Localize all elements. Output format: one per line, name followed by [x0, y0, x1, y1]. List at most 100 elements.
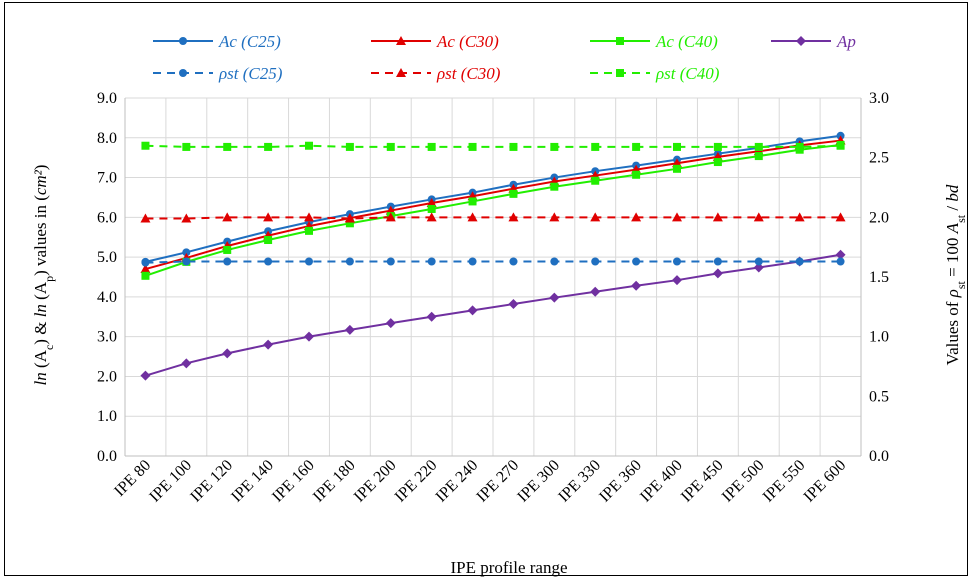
series-line [145, 139, 841, 271]
data-point [590, 286, 601, 297]
data-point [385, 318, 396, 329]
data-point [426, 198, 437, 208]
data-point [508, 212, 519, 222]
data-point [467, 212, 478, 222]
data-point [550, 182, 559, 191]
x-tick-label: IPE 550 [760, 457, 809, 506]
legend-item: Ac (C25) [153, 32, 281, 51]
series-layer [140, 131, 846, 381]
data-point [222, 212, 233, 222]
y-left-tick-label: 5.0 [97, 249, 117, 266]
data-point [509, 189, 518, 198]
axis-title-part: / [943, 202, 962, 215]
x-tick-label: IPE 220 [392, 457, 441, 506]
x-tick-label: IPE 600 [801, 457, 850, 506]
data-point [795, 142, 804, 151]
data-point [141, 141, 150, 150]
data-point [754, 142, 763, 151]
x-tick-label: IPE 300 [514, 457, 563, 506]
data-point [345, 257, 354, 266]
axis-title-part: ρ [943, 289, 962, 298]
legend-marker [796, 36, 806, 46]
data-point [468, 197, 477, 206]
x-tick-label: IPE 400 [637, 457, 686, 506]
data-point [468, 257, 477, 266]
y-left-tick-label: 1.0 [97, 408, 117, 425]
x-tick-label: IPE 140 [228, 457, 277, 506]
data-point [140, 264, 151, 274]
axis-title-part: ln [31, 372, 50, 385]
data-point [305, 141, 313, 150]
data-point [263, 339, 274, 350]
data-point [794, 212, 805, 222]
data-point [181, 213, 192, 223]
data-point [550, 257, 559, 266]
y-left-tick-label: 8.0 [97, 130, 117, 147]
legend-item: Ap [771, 32, 856, 51]
data-point [549, 292, 560, 303]
data-point [467, 305, 478, 316]
data-point [835, 249, 846, 260]
data-point [836, 257, 845, 266]
data-point [632, 142, 641, 151]
data-point [672, 275, 682, 286]
data-point [713, 142, 722, 151]
data-point [712, 268, 723, 279]
data-point [223, 257, 232, 266]
data-point [509, 142, 518, 151]
data-point [427, 257, 436, 266]
axis-title-part: bd [943, 184, 962, 202]
x-tick-label: IPE 270 [473, 457, 522, 506]
x-tick-label: IPE 450 [678, 457, 727, 506]
axis-title-part: A [943, 222, 962, 234]
axis-title-part: Values of [943, 297, 962, 365]
legend-label: ρst (C30) [436, 64, 501, 83]
legend-label: ρst (C40) [655, 64, 720, 83]
data-point [754, 152, 763, 161]
y-left-tick-label: 3.0 [97, 329, 117, 346]
y-left-tick-label: 2.0 [97, 368, 117, 385]
axis-title-part: (A [31, 281, 50, 304]
series-line [145, 143, 841, 277]
axis-title-part: ) [31, 165, 50, 171]
legend-marker [396, 68, 406, 77]
data-point [140, 213, 151, 223]
data-point [835, 212, 846, 222]
legend-item: Ac (C40) [590, 32, 718, 51]
data-point [222, 348, 233, 359]
x-tick-label: IPE 330 [555, 457, 604, 506]
axis-title-part: ) & [31, 317, 50, 344]
data-point [508, 299, 519, 310]
axis-title-part: cm² [31, 169, 50, 195]
data-point [549, 212, 560, 222]
legend-marker [616, 37, 624, 45]
x-tick-label: IPE 360 [596, 457, 645, 506]
data-point [591, 257, 600, 266]
y-axis-right-title: Values of ρst = 100 Ast / bd [943, 184, 968, 365]
data-point [753, 212, 764, 222]
legend-marker [179, 37, 187, 45]
data-point [264, 142, 273, 151]
legend-marker [179, 69, 187, 77]
y-left-tick-label: 4.0 [97, 289, 117, 306]
data-point [672, 212, 682, 222]
y-right-tick-label: 1.0 [869, 329, 889, 346]
y-left-tick-label: 7.0 [97, 170, 117, 187]
x-tick-label: IPE 240 [433, 457, 482, 506]
series-line [145, 260, 841, 264]
data-point [468, 142, 477, 151]
data-point [591, 142, 600, 151]
data-point [305, 226, 313, 235]
data-point [263, 212, 274, 222]
y-right-tick-label: 1.5 [869, 269, 889, 286]
data-point [712, 212, 723, 222]
data-point [591, 176, 600, 185]
legend-item: ρst (C40) [590, 64, 720, 83]
legend-label: Ac (C25) [218, 32, 281, 51]
data-point [141, 258, 150, 267]
data-point [223, 245, 232, 254]
data-point [182, 142, 191, 151]
data-point [181, 358, 192, 369]
data-point [713, 257, 722, 266]
